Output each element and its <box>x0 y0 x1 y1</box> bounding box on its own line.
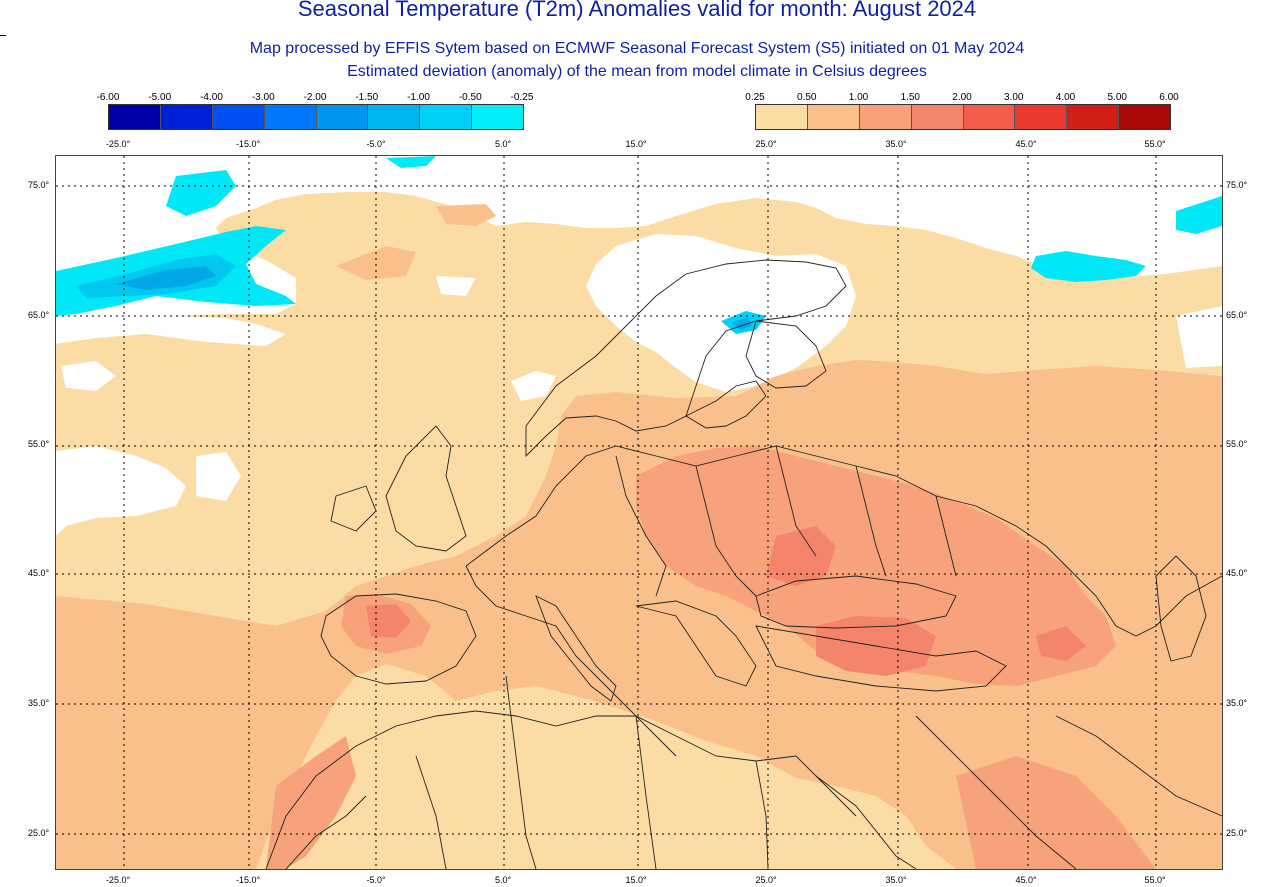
latitude-tick: 35.0° <box>1226 698 1248 708</box>
longitude-tick: -25.0° <box>105 139 131 149</box>
colorbar-swatch <box>1067 105 1120 129</box>
longitude-tick: 15.0° <box>625 875 647 885</box>
colorbar-swatch <box>368 105 421 129</box>
longitude-tick: 5.0° <box>494 139 512 149</box>
latitude-tick: 65.0° <box>28 310 50 320</box>
longitude-tick: 45.0° <box>1015 139 1037 149</box>
colorbar-label: -0.50 <box>458 92 482 103</box>
colorbar-swatch <box>1119 105 1170 129</box>
colorbar-label: -4.00 <box>200 92 223 103</box>
colorbar-swatch <box>160 105 213 129</box>
anomaly-map-svg <box>56 156 1222 869</box>
latitude-tick: 45.0° <box>1226 568 1248 578</box>
latitude-tick: 45.0° <box>28 568 50 578</box>
latitude-tick: 75.0° <box>28 180 50 190</box>
colorbar-label: -0.25 <box>510 92 534 103</box>
cold-anomaly-regions <box>56 156 1222 334</box>
latitude-tick: 25.0° <box>28 828 50 838</box>
colorbar-label: 1.50 <box>900 92 920 103</box>
colorbar-label: 5.00 <box>1107 92 1127 103</box>
longitude-tick: 25.0° <box>755 875 777 885</box>
colorbar-swatch <box>1015 105 1068 129</box>
negative-colorbar <box>108 104 524 130</box>
colorbar-label: -2.00 <box>303 92 327 103</box>
latitude-tick: 55.0° <box>28 439 50 449</box>
colorbar-label: 3.00 <box>1004 92 1024 103</box>
latitude-tick: 35.0° <box>28 698 50 708</box>
colorbar-label: -1.00 <box>407 92 430 103</box>
colorbar-label: 6.00 <box>1159 92 1179 103</box>
colorbar-label: -1.50 <box>355 92 379 103</box>
colorbar-label: -6.00 <box>96 92 120 103</box>
longitude-tick: -15.0° <box>235 139 261 149</box>
colorbar-swatch <box>472 105 523 129</box>
colorbar-swatch <box>109 105 161 129</box>
latitude-tick: 65.0° <box>1226 310 1248 320</box>
colorbar-swatch <box>420 105 473 129</box>
colorbar-swatch <box>859 105 912 129</box>
graticule <box>56 156 1222 869</box>
colorbar-label: 0.50 <box>797 92 817 103</box>
map-title: Seasonal Temperature (T2m) Anomalies val… <box>297 0 977 21</box>
colorbar-label: -3.00 <box>251 92 275 103</box>
coastlines-borders <box>265 259 1222 869</box>
positive-colorbar <box>755 104 1171 130</box>
longitude-tick: 45.0° <box>1015 875 1037 885</box>
warm-anomaly-1-0 <box>266 446 1156 869</box>
colorbar-label: 0.25 <box>745 92 765 103</box>
longitude-tick: 35.0° <box>885 875 907 885</box>
colorbar-swatch <box>264 105 317 129</box>
colorbar-label: -5.00 <box>148 92 172 103</box>
colorbar-swatch <box>212 105 265 129</box>
longitude-tick: 35.0° <box>885 139 907 149</box>
colorbar-label: 1.00 <box>848 92 869 103</box>
colorbar-swatch <box>807 105 860 129</box>
colorbar-swatch <box>911 105 964 129</box>
longitude-tick: -15.0° <box>235 875 261 885</box>
map-subtitle-units: Estimated deviation (anomaly) of the mea… <box>347 63 927 80</box>
longitude-tick: -5.0° <box>366 139 386 149</box>
longitude-tick: -5.0° <box>366 875 386 885</box>
colorbar-label: 2.00 <box>952 92 972 103</box>
longitude-tick: 15.0° <box>625 139 647 149</box>
anomaly-map <box>55 155 1223 870</box>
longitude-tick: -25.0° <box>105 875 131 885</box>
longitude-tick: 55.0° <box>1144 139 1166 149</box>
longitude-tick: 25.0° <box>755 139 777 149</box>
latitude-tick: 75.0° <box>1226 180 1248 190</box>
left-edge-mark <box>0 35 6 36</box>
map-subtitle-processing: Map processed by EFFIS Sytem based on EC… <box>249 40 1025 57</box>
longitude-tick: 55.0° <box>1144 875 1166 885</box>
colorbar-label: 4.00 <box>1055 92 1076 103</box>
colorbar-swatch <box>963 105 1016 129</box>
colorbar-swatch <box>316 105 369 129</box>
latitude-tick: 55.0° <box>1226 439 1248 449</box>
colorbar-swatch <box>756 105 808 129</box>
latitude-tick: 25.0° <box>1226 828 1248 838</box>
no-anomaly-regions <box>56 156 1222 701</box>
longitude-tick: 5.0° <box>494 875 512 885</box>
